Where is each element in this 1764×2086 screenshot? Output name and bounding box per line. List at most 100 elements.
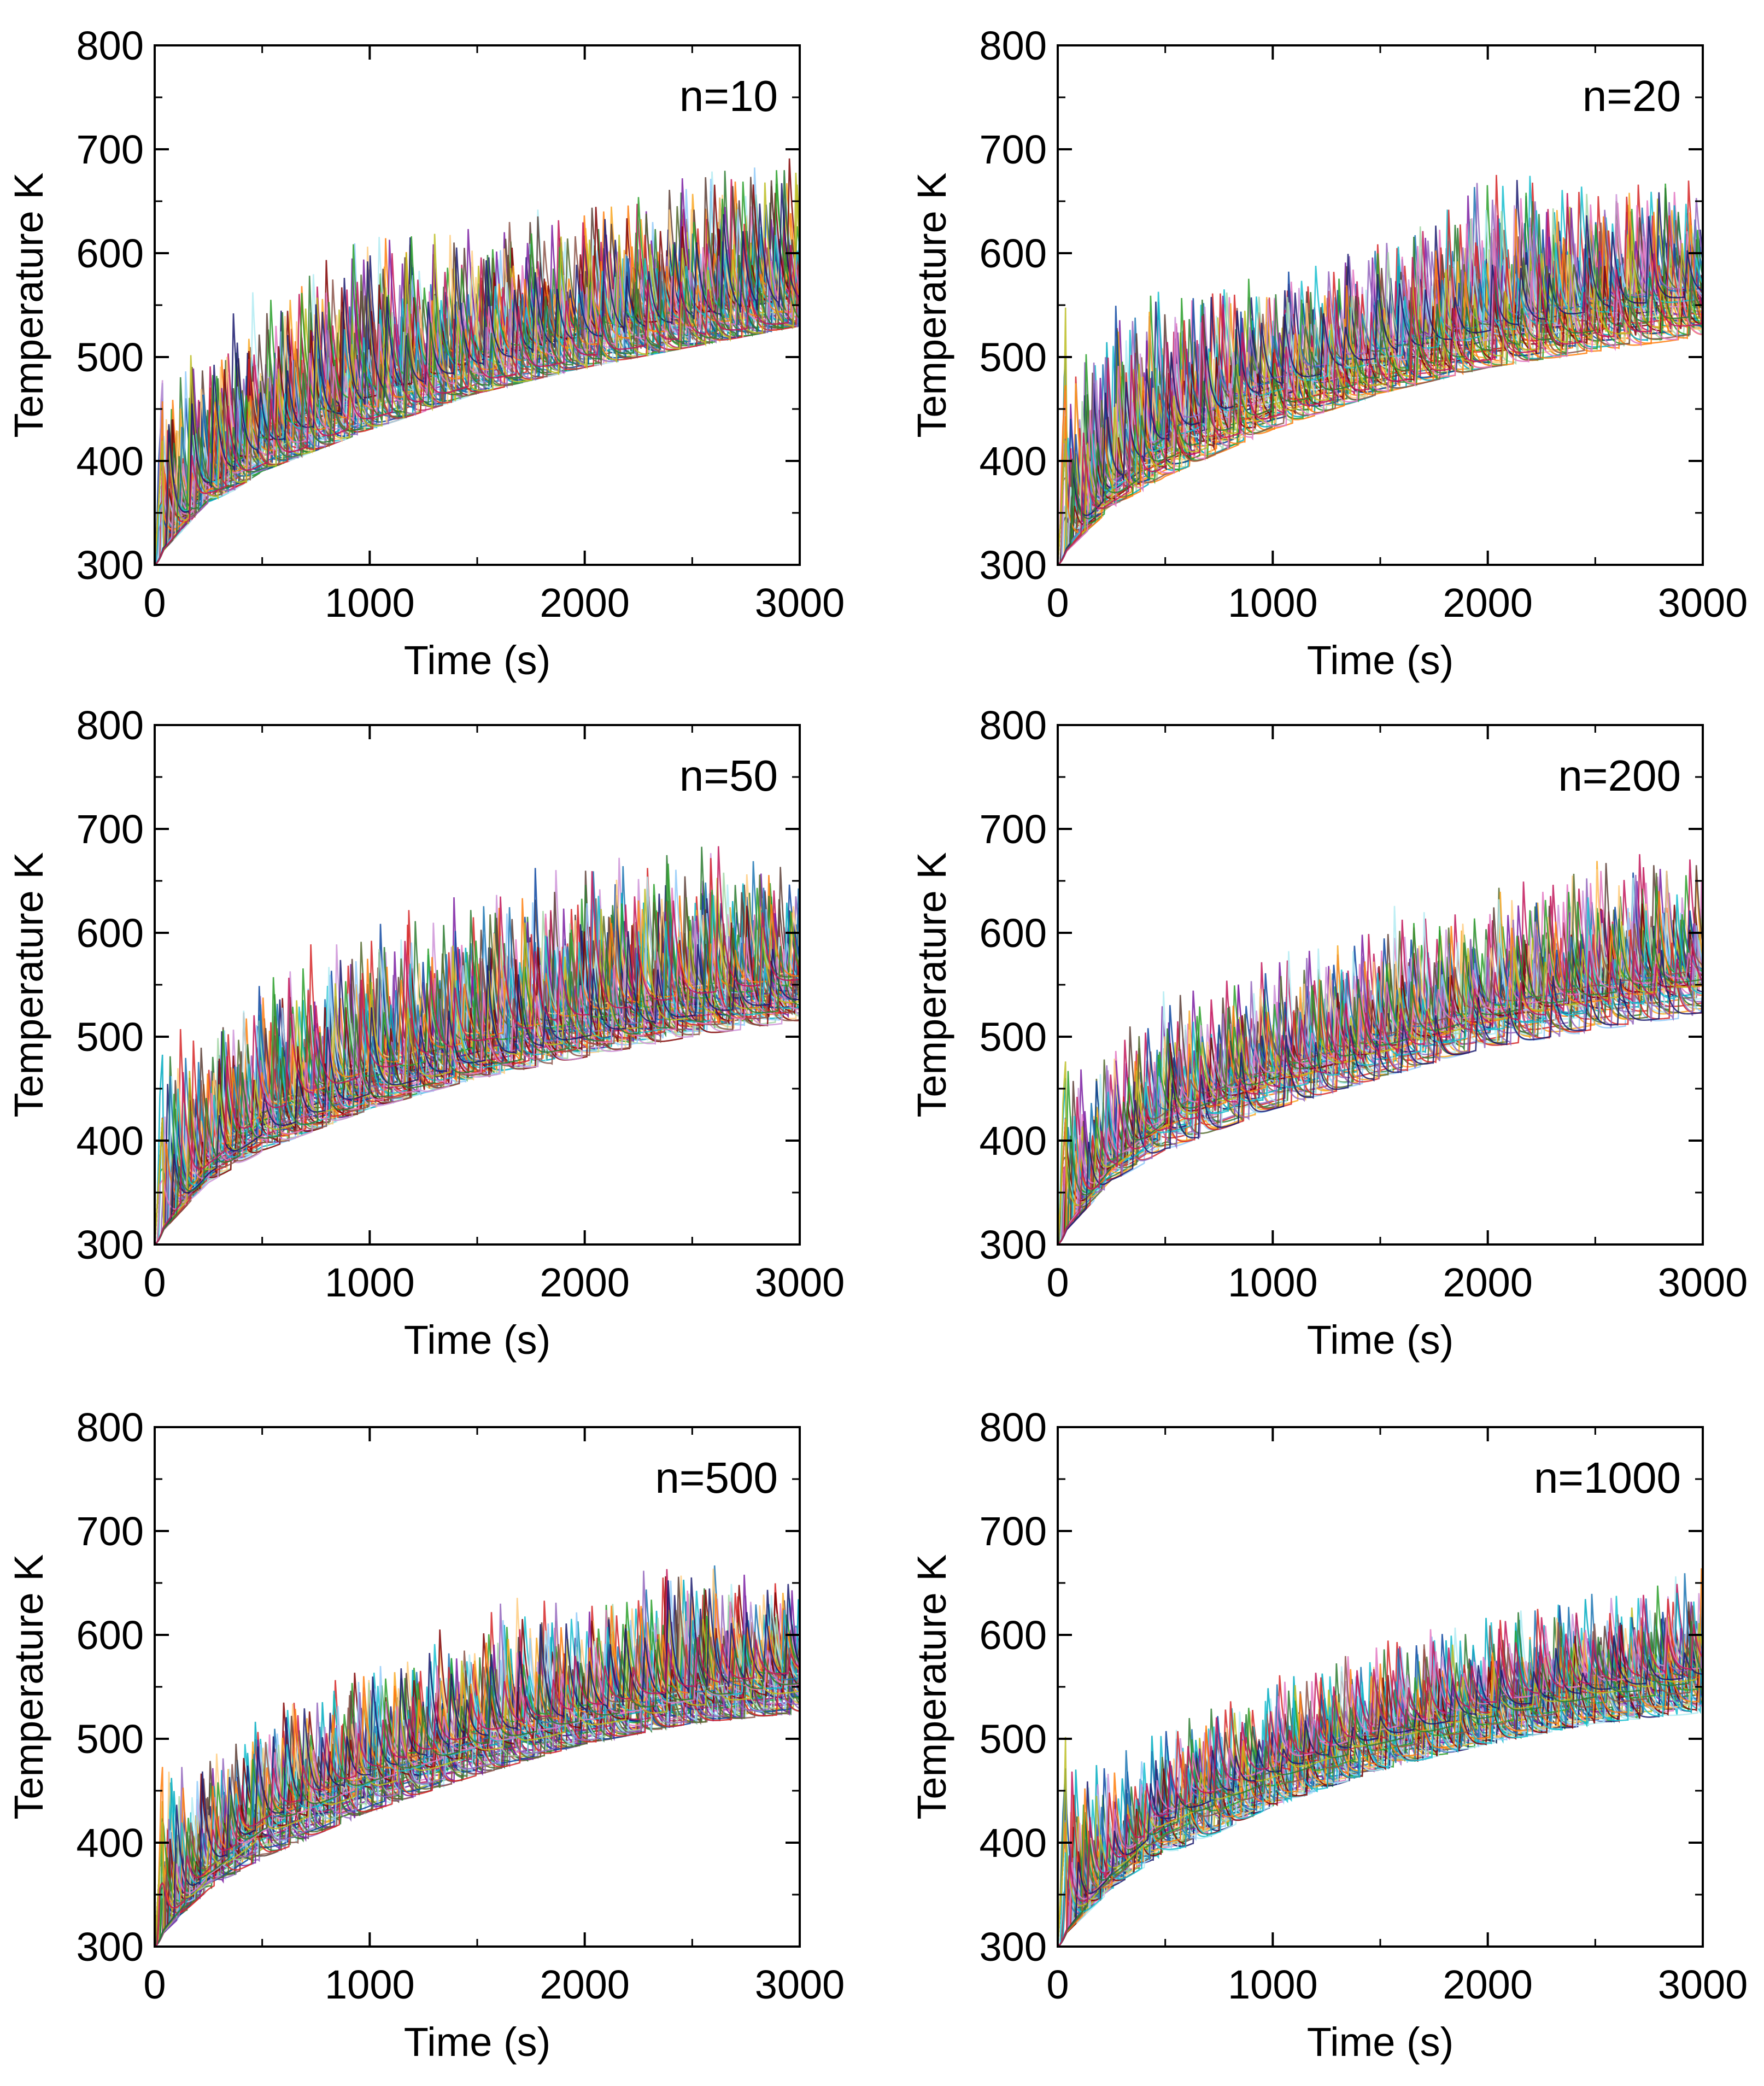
- y-tick-label: 400: [77, 439, 144, 484]
- y-tick-label: 600: [77, 231, 144, 276]
- x-tick-label: 3000: [1658, 1260, 1748, 1305]
- panel-title: n=20: [1583, 72, 1681, 120]
- y-tick-label: 700: [77, 127, 144, 172]
- series-line: [1058, 1594, 1703, 1947]
- x-axis-label: Time (s): [1307, 1317, 1454, 1363]
- y-axis-label: Temperature K: [909, 172, 954, 437]
- x-tick-label: 1000: [1228, 580, 1318, 626]
- series-line: [1058, 943, 1703, 1244]
- series-group: [155, 158, 800, 565]
- y-tick-label: 600: [77, 1612, 144, 1658]
- series-line: [155, 246, 800, 565]
- y-tick-label: 800: [980, 703, 1047, 748]
- chart-panel: 0 1000 2000 3000 300 400 500 600 700 800 Time (s) T…: [909, 1405, 1748, 2065]
- y-tick-label: 600: [980, 231, 1047, 276]
- y-tick-label: 700: [980, 127, 1047, 172]
- series-group: [1058, 854, 1703, 1244]
- y-tick-label: 700: [980, 807, 1047, 852]
- series-line: [1058, 1635, 1703, 1947]
- series-line: [155, 252, 800, 565]
- y-tick-label: 300: [980, 1222, 1047, 1267]
- series-line: [155, 1600, 800, 1947]
- series-line: [1058, 1649, 1703, 1947]
- y-tick-label: 800: [77, 1405, 144, 1450]
- x-tick-label: 2000: [1443, 580, 1533, 626]
- panel-title: n=1000: [1534, 1453, 1681, 1502]
- series-line: [155, 931, 800, 1244]
- y-tick-label: 300: [77, 1924, 144, 1970]
- x-tick-label: 2000: [540, 1962, 630, 2007]
- chart-panel: 0 1000 2000 3000 300 400 500 600 700 800 Time (s) T…: [909, 23, 1748, 683]
- series-line: [155, 235, 800, 565]
- chart-panel: 0 1000 2000 3000 300 400 500 600 700 800 Time (s) T…: [6, 703, 845, 1363]
- series-group: [1058, 1568, 1703, 1947]
- series-line: [155, 1610, 800, 1947]
- y-tick-label: 600: [77, 910, 144, 956]
- y-tick-label: 800: [77, 703, 144, 748]
- y-tick-label: 400: [980, 439, 1047, 484]
- y-tick-label: 500: [980, 1014, 1047, 1060]
- x-tick-label: 0: [143, 580, 166, 626]
- series-line: [155, 1639, 800, 1947]
- chart-panel: 0 1000 2000 3000 300 400 500 600 700 800 Time (s) T…: [909, 703, 1748, 1363]
- x-tick-label: 0: [143, 1260, 166, 1305]
- x-tick-label: 3000: [1658, 1962, 1748, 2007]
- series-line: [155, 904, 800, 1244]
- y-axis-label: Temperature K: [6, 852, 51, 1117]
- series-line: [155, 921, 800, 1244]
- x-tick-label: 2000: [540, 580, 630, 626]
- y-tick-label: 800: [980, 23, 1047, 68]
- x-axis-label: Time (s): [404, 1317, 551, 1363]
- x-tick-label: 1000: [325, 1260, 415, 1305]
- series-line: [155, 846, 800, 1244]
- series-line: [155, 918, 800, 1244]
- x-tick-label: 2000: [540, 1260, 630, 1305]
- y-tick-label: 800: [77, 23, 144, 68]
- x-tick-label: 1000: [325, 1962, 415, 2007]
- series-line: [1058, 1585, 1703, 1947]
- y-tick-label: 300: [980, 542, 1047, 588]
- y-tick-label: 700: [980, 1509, 1047, 1554]
- x-axis-label: Time (s): [404, 2019, 551, 2065]
- y-tick-label: 300: [980, 1924, 1047, 1970]
- series-group: [1058, 174, 1703, 565]
- x-tick-label: 1000: [1228, 1962, 1318, 2007]
- y-tick-label: 600: [980, 910, 1047, 956]
- series-line: [155, 247, 800, 565]
- y-tick-label: 500: [980, 1716, 1047, 1762]
- series-line: [155, 887, 800, 1244]
- x-tick-label: 3000: [755, 1260, 845, 1305]
- x-tick-label: 0: [1046, 1962, 1069, 2007]
- y-tick-label: 500: [77, 335, 144, 380]
- y-tick-label: 400: [77, 1820, 144, 1866]
- series-line: [155, 931, 800, 1244]
- x-tick-label: 1000: [325, 580, 415, 626]
- y-tick-label: 400: [980, 1118, 1047, 1164]
- y-tick-label: 800: [980, 1405, 1047, 1450]
- series-group: [155, 846, 800, 1244]
- x-axis-label: Time (s): [1307, 2019, 1454, 2065]
- x-tick-label: 3000: [755, 580, 845, 626]
- y-axis-label: Temperature K: [6, 172, 51, 437]
- x-tick-label: 3000: [755, 1962, 845, 2007]
- y-tick-label: 500: [77, 1716, 144, 1762]
- series-line: [155, 937, 800, 1244]
- series-line: [1058, 921, 1703, 1244]
- x-tick-label: 0: [1046, 580, 1069, 626]
- y-tick-label: 600: [980, 1612, 1047, 1658]
- x-tick-label: 2000: [1443, 1260, 1533, 1305]
- series-group: [155, 1565, 800, 1947]
- x-axis-label: Time (s): [1307, 638, 1454, 683]
- series-line: [1058, 1568, 1703, 1947]
- y-tick-label: 400: [980, 1820, 1047, 1866]
- y-tick-label: 500: [77, 1014, 144, 1060]
- x-tick-label: 3000: [1658, 580, 1748, 626]
- x-tick-label: 0: [143, 1962, 166, 2007]
- panel-title: n=50: [679, 751, 778, 800]
- y-axis-label: Temperature K: [909, 1554, 954, 1819]
- series-line: [1058, 950, 1703, 1244]
- y-axis-label: Temperature K: [909, 852, 954, 1117]
- y-tick-label: 700: [77, 1509, 144, 1554]
